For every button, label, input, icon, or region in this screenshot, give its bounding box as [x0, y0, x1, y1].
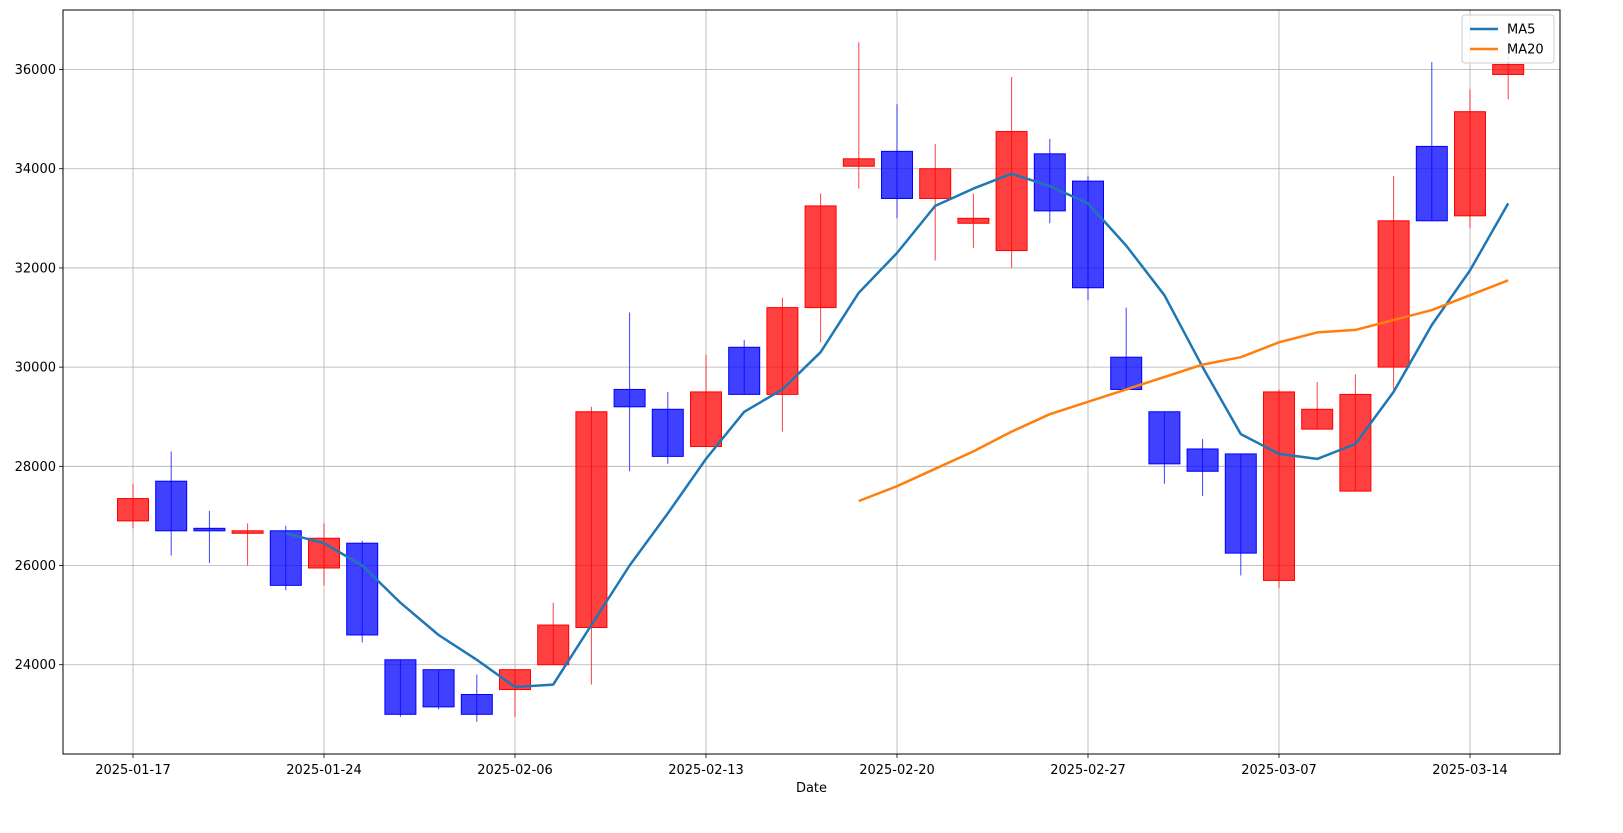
- x-tick-label: 2025-02-20: [859, 763, 935, 778]
- candle-body: [575, 411, 608, 629]
- candle-body: [1454, 111, 1486, 217]
- candle-body: [651, 408, 684, 457]
- candle-body: [690, 391, 722, 447]
- x-tick-label: 2025-03-14: [1432, 763, 1508, 778]
- candle-body: [384, 659, 417, 715]
- candle-body: [957, 217, 990, 224]
- x-tick-label: 2025-02-13: [668, 763, 744, 778]
- candle-body: [422, 669, 455, 708]
- candle-body: [308, 537, 340, 569]
- candle-body: [155, 480, 188, 532]
- candle-body: [1263, 391, 1295, 581]
- y-tick-label: 26000: [15, 559, 56, 574]
- x-tick-label: 2025-02-06: [477, 763, 553, 778]
- candle-body: [193, 527, 226, 532]
- candle-body: [1377, 220, 1410, 368]
- line-ma5: [285, 172, 1510, 689]
- candle-body: [766, 307, 799, 395]
- grid-lines: [63, 10, 1560, 754]
- candle-body: [346, 542, 379, 636]
- candle-body: [460, 693, 493, 715]
- legend-label: MA20: [1507, 43, 1544, 58]
- candle-body: [499, 669, 531, 691]
- y-tick-label: 24000: [15, 658, 56, 673]
- candle-body: [613, 388, 646, 408]
- candle-body: [995, 131, 1028, 252]
- candle-body: [1415, 145, 1448, 222]
- candle-body: [842, 158, 875, 167]
- candle-body: [881, 150, 913, 199]
- x-axis-ticks: 2025-01-17 2025-01-24 2025-02-06 2025-02-13…: [95, 754, 1508, 778]
- candle-body: [537, 624, 570, 666]
- candle-body: [919, 168, 952, 199]
- x-axis-label: Date: [796, 781, 827, 796]
- x-tick-label: 2025-01-17: [95, 763, 171, 778]
- x-tick-label: 2025-03-07: [1241, 763, 1317, 778]
- y-tick-label: 28000: [15, 460, 56, 475]
- x-tick-label: 2025-01-24: [286, 763, 362, 778]
- candle-body: [1301, 408, 1334, 430]
- candle-body: [117, 498, 149, 522]
- legend: MA5 MA20: [1461, 14, 1555, 64]
- candle-body: [1224, 453, 1257, 554]
- candle-body: [1110, 356, 1143, 390]
- y-tick-label: 34000: [15, 162, 56, 177]
- line-ma20: [858, 279, 1509, 503]
- y-axis-ticks: 24000 26000 28000 30000 32000 34000 36000: [15, 63, 63, 673]
- legend-box: [1461, 14, 1555, 64]
- moving-average-lines: [285, 172, 1510, 689]
- candle-body: [231, 530, 264, 534]
- candle-body: [728, 346, 761, 395]
- legend-label: MA5: [1507, 23, 1535, 38]
- y-tick-label: 32000: [15, 261, 56, 276]
- x-tick-label: 2025-02-27: [1050, 763, 1126, 778]
- candle-body: [1148, 411, 1181, 465]
- candle-body: [1492, 64, 1525, 75]
- candle-body: [269, 530, 302, 586]
- y-tick-label: 36000: [15, 63, 56, 78]
- candle-body: [804, 205, 837, 309]
- y-tick-label: 30000: [15, 361, 56, 376]
- candle-body: [1186, 448, 1219, 472]
- candle-wicks: [132, 42, 1509, 722]
- plot-frame: [62, 9, 1561, 755]
- candle-bodies: [117, 64, 1525, 715]
